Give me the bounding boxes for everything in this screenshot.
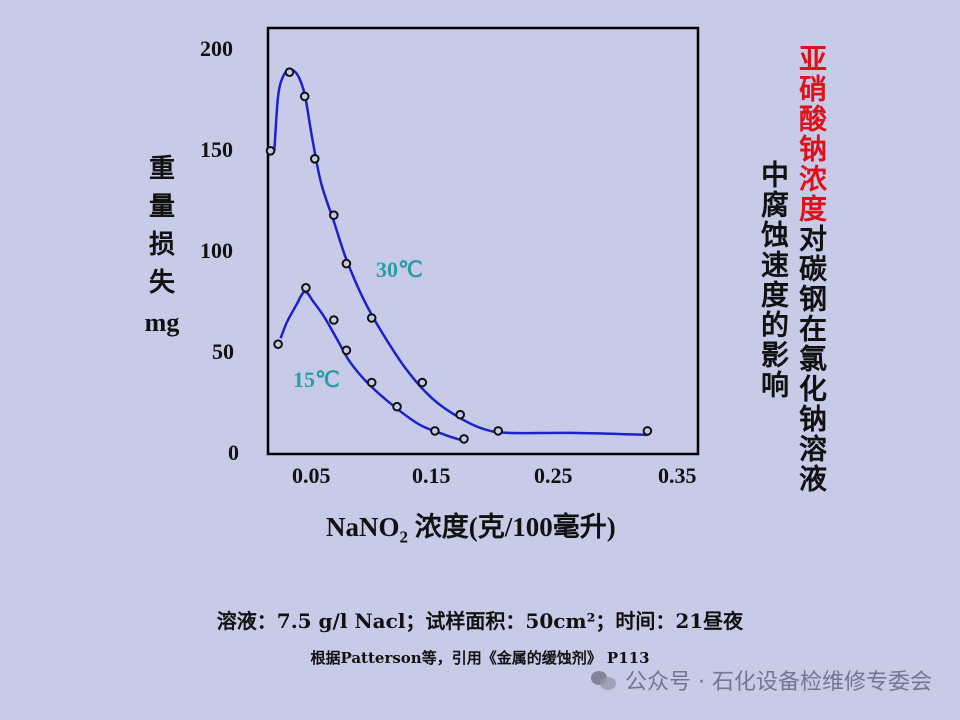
chart-title-part1: 对碳钢在氯化钠溶液 <box>795 224 828 494</box>
data-point-15c <box>273 339 283 350</box>
data-point-30c <box>284 67 295 77</box>
y-axis-label-char: 重 <box>148 154 175 184</box>
series-label-30c: 30℃ <box>376 257 423 282</box>
x-tick-label: 0.35 <box>658 463 697 488</box>
data-point-30c <box>265 146 276 156</box>
y-axis-label-char: 损 <box>148 230 175 260</box>
data-point-30c <box>642 426 653 436</box>
data-point-15c <box>459 434 469 444</box>
y-tick-label: 150 <box>200 137 233 162</box>
y-tick-label: 200 <box>200 36 233 61</box>
data-point-30c <box>299 91 310 102</box>
watermark: 公众号 · 石化设备检维修专委会 <box>591 664 932 696</box>
plot-frame <box>266 26 700 456</box>
x-tick-label: 0.25 <box>534 463 573 488</box>
data-point-15c <box>392 401 402 412</box>
series-line-15c <box>279 290 465 443</box>
x-axis-label-suffix: 浓度(克/100毫升) <box>408 512 616 542</box>
chart-title-highlight: 亚硝酸钠浓度 <box>795 44 828 224</box>
y-tick-label: 0 <box>228 440 239 465</box>
data-point-30c <box>310 154 320 164</box>
y-axis-unit: mg <box>144 308 180 337</box>
data-point-15c <box>329 315 339 325</box>
watermark-text: 公众号 · 石化设备检维修专委会 <box>625 670 932 695</box>
x-axis-label-subscript: 2 <box>399 527 409 547</box>
y-axis-label-char: 量 <box>148 192 175 222</box>
y-tick-label: 100 <box>200 238 233 263</box>
chart-title-part2: 中腐蚀速度的影响 <box>757 160 790 400</box>
data-point-30c <box>455 409 466 420</box>
conditions-note: 溶液：7.5 g/l Nacl；试样面积：50cm²；时间：21昼夜 <box>216 609 744 633</box>
data-point-15c <box>301 283 311 293</box>
source-note: 根据Patterson等，引用《金属的缓蚀剂》 P113 <box>310 649 650 667</box>
data-point-30c <box>417 377 428 388</box>
data-point-30c <box>329 210 339 220</box>
y-axis-label-char: 失 <box>148 268 175 298</box>
y-axis-label: 重 量 损 失 mg <box>140 150 184 342</box>
data-point-15c <box>430 426 440 436</box>
wechat-icon <box>591 669 617 691</box>
x-axis-label-prefix: NaNO <box>326 512 400 542</box>
data-point-15c <box>341 345 352 356</box>
x-tick-label: 0.05 <box>292 463 331 488</box>
data-point-30c <box>341 258 352 269</box>
y-tick-label: 50 <box>212 339 234 364</box>
chart-title: 亚硝酸钠浓度对碳钢在氯化钠溶液 <box>794 44 828 494</box>
series-label-15c: 15℃ <box>293 367 340 392</box>
data-point-30c <box>366 313 377 323</box>
data-point-30c <box>493 426 504 436</box>
data-point-15c <box>366 377 377 388</box>
x-tick-label: 0.15 <box>412 463 451 488</box>
x-axis-label: NaNO2 浓度(克/100毫升) <box>326 505 616 547</box>
